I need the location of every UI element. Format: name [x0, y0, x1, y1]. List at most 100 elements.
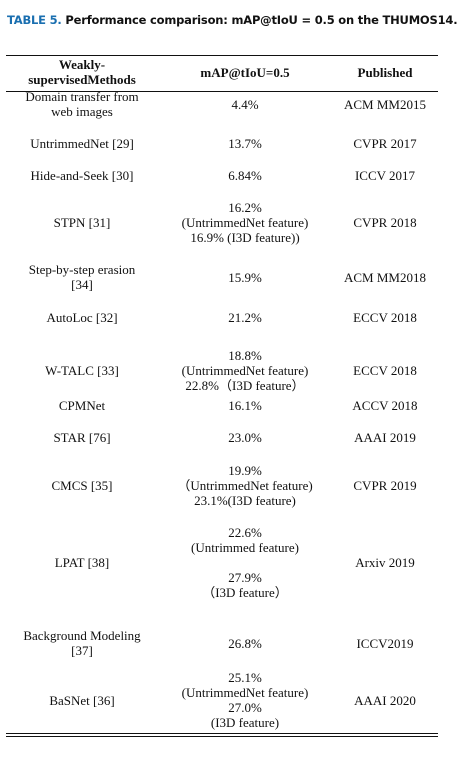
published-cell-line: ECCV 2018 [353, 309, 417, 325]
map-cell-line: 22.6% [228, 524, 262, 540]
method-cell: Background Modeling [37] [6, 628, 158, 658]
method-cell: Hide-and-Seek [30] [6, 168, 158, 183]
header-published: Published [332, 65, 438, 80]
published-cell: ICCV2019 [332, 636, 438, 651]
published-cell: Arxiv 2019 [332, 555, 438, 570]
method-cell-line: BaSNet [36] [49, 692, 115, 708]
published-cell-line: ICCV2019 [356, 635, 414, 651]
map-cell-line: 27.0% [228, 700, 262, 715]
method-cell: AutoLoc [32] [6, 310, 158, 325]
method-cell: CPMNet [6, 398, 158, 413]
map-cell: 22.6% (Untrimmed feature) 27.9% （I3D featu… [160, 525, 330, 600]
method-cell: STAR [76] [6, 430, 158, 445]
table-title: Performance comparison: mAP@tIoU = 0.5 o… [65, 13, 458, 27]
method-cell: Domain transfer from web images [6, 89, 158, 119]
map-cell: 13.7% [160, 136, 330, 151]
map-cell-line: 26.8% [228, 635, 262, 651]
method-cell-line: AutoLoc [32] [46, 309, 118, 325]
published-cell-line: CVPR 2017 [353, 135, 417, 151]
method-cell-line: LPAT [38] [54, 554, 110, 570]
published-cell: ACCV 2018 [332, 398, 438, 413]
method-cell-line: Background Modeling [23, 628, 141, 643]
method-cell: W-TALC [33] [6, 363, 158, 378]
map-cell-line: (UntrimmedNet feature) [181, 362, 309, 378]
map-cell-line: 22.8%（I3D feature） [185, 377, 305, 393]
top-rule [6, 55, 438, 56]
published-cell-line: CVPR 2018 [353, 214, 417, 230]
published-cell-line: ACM MM2018 [344, 269, 426, 285]
map-cell-line: 23.0% [228, 429, 262, 445]
method-cell-line: [37] [71, 643, 93, 658]
map-cell-line: 13.7% [228, 135, 262, 151]
header-map: mAP@tIoU=0.5 [160, 65, 330, 80]
published-cell-line: Arxiv 2019 [355, 554, 415, 570]
map-cell-line: 4.4% [231, 96, 259, 112]
map-cell: 19.9% （UntrimmedNet feature) 23.1%(I3D fea… [160, 463, 330, 508]
map-cell-line: 16.2% [228, 199, 262, 215]
map-cell: 25.1% (UntrimmedNet feature) 27.0% (I3D fea… [160, 670, 330, 730]
method-cell: STPN [31] [6, 215, 158, 230]
published-cell: CVPR 2019 [332, 478, 438, 493]
published-cell-line: AAAI 2019 [354, 429, 416, 445]
header-methods-line: Weakly-supervised [28, 57, 106, 87]
method-cell-line: STAR [76] [53, 429, 111, 445]
published-cell-line: ICCV 2017 [354, 167, 416, 183]
method-cell-line: W-TALC [33] [45, 362, 119, 378]
published-cell: AAAI 2020 [332, 693, 438, 708]
published-cell: ECCV 2018 [332, 363, 438, 378]
published-cell: ECCV 2018 [332, 310, 438, 325]
map-cell-line: (Untrimmed feature) [191, 539, 299, 555]
map-cell: 16.1% [160, 398, 330, 413]
map-cell-line: （UntrimmedNet feature) [177, 477, 313, 493]
method-cell-line: Step-by-step erasion [28, 262, 136, 277]
map-cell-line: 27.9% [228, 569, 262, 585]
header-rule [6, 91, 438, 92]
map-cell-line: 16.1% [228, 397, 262, 413]
published-cell: ACM MM2018 [332, 270, 438, 285]
published-cell: AAAI 2019 [332, 430, 438, 445]
method-cell: Step-by-step erasion [34] [6, 262, 158, 292]
map-cell-line: 19.9% [228, 462, 262, 478]
table-label: TABLE 5. [7, 13, 62, 27]
method-cell: BaSNet [36] [6, 693, 158, 708]
table-caption: TABLE 5. Performance comparison: mAP@tIo… [7, 13, 458, 27]
map-cell-line: (UntrimmedNet feature) [181, 685, 309, 700]
map-cell-line: 6.84% [228, 167, 262, 183]
method-cell-line: UntrimmedNet [29] [30, 135, 134, 151]
map-cell: 18.8% (UntrimmedNet feature) 22.8%（I3D fea… [160, 348, 330, 393]
bottom-rule [6, 733, 438, 734]
map-cell-line: 23.1%(I3D feature) [194, 492, 296, 508]
published-cell: CVPR 2018 [332, 215, 438, 230]
published-cell-line: ECCV 2018 [353, 362, 417, 378]
bottom-rule-double [6, 736, 438, 737]
published-cell-line: AAAI 2020 [354, 692, 416, 708]
method-cell-line: [34] [71, 277, 93, 292]
method-cell-line: CMCS [35] [51, 477, 113, 493]
method-cell: LPAT [38] [6, 555, 158, 570]
published-cell-line: ACM MM2015 [344, 96, 426, 112]
published-cell: ICCV 2017 [332, 168, 438, 183]
map-cell: 16.2% (UntrimmedNet feature) 16.9% (I3D fe… [160, 200, 330, 245]
map-cell: 6.84% [160, 168, 330, 183]
header-map-line: mAP@tIoU=0.5 [200, 64, 290, 80]
map-cell-line: 21.2% [228, 309, 262, 325]
published-cell-line: ACCV 2018 [352, 397, 418, 413]
published-cell: ACM MM2015 [332, 97, 438, 112]
map-cell-line: (UntrimmedNet feature) [181, 214, 309, 230]
header-methods: Weakly-supervisedMethods [6, 57, 158, 87]
map-cell: 21.2% [160, 310, 330, 325]
map-cell: 4.4% [160, 97, 330, 112]
map-cell-line: 15.9% [228, 269, 262, 285]
method-cell-line: Hide-and-Seek [30] [30, 167, 134, 183]
header-methods-line: Methods [87, 72, 136, 87]
published-cell: CVPR 2017 [332, 136, 438, 151]
map-cell-line: (I3D feature) [210, 715, 280, 730]
method-cell: CMCS [35] [6, 478, 158, 493]
method-cell-line: CPMNet [58, 397, 106, 413]
map-cell: 23.0% [160, 430, 330, 445]
method-cell-line: Domain transfer from [25, 89, 139, 104]
map-cell-line: 18.8% [228, 347, 262, 363]
method-cell-line: STPN [31] [53, 214, 111, 230]
method-cell: UntrimmedNet [29] [6, 136, 158, 151]
header-published-line: Published [357, 64, 413, 80]
